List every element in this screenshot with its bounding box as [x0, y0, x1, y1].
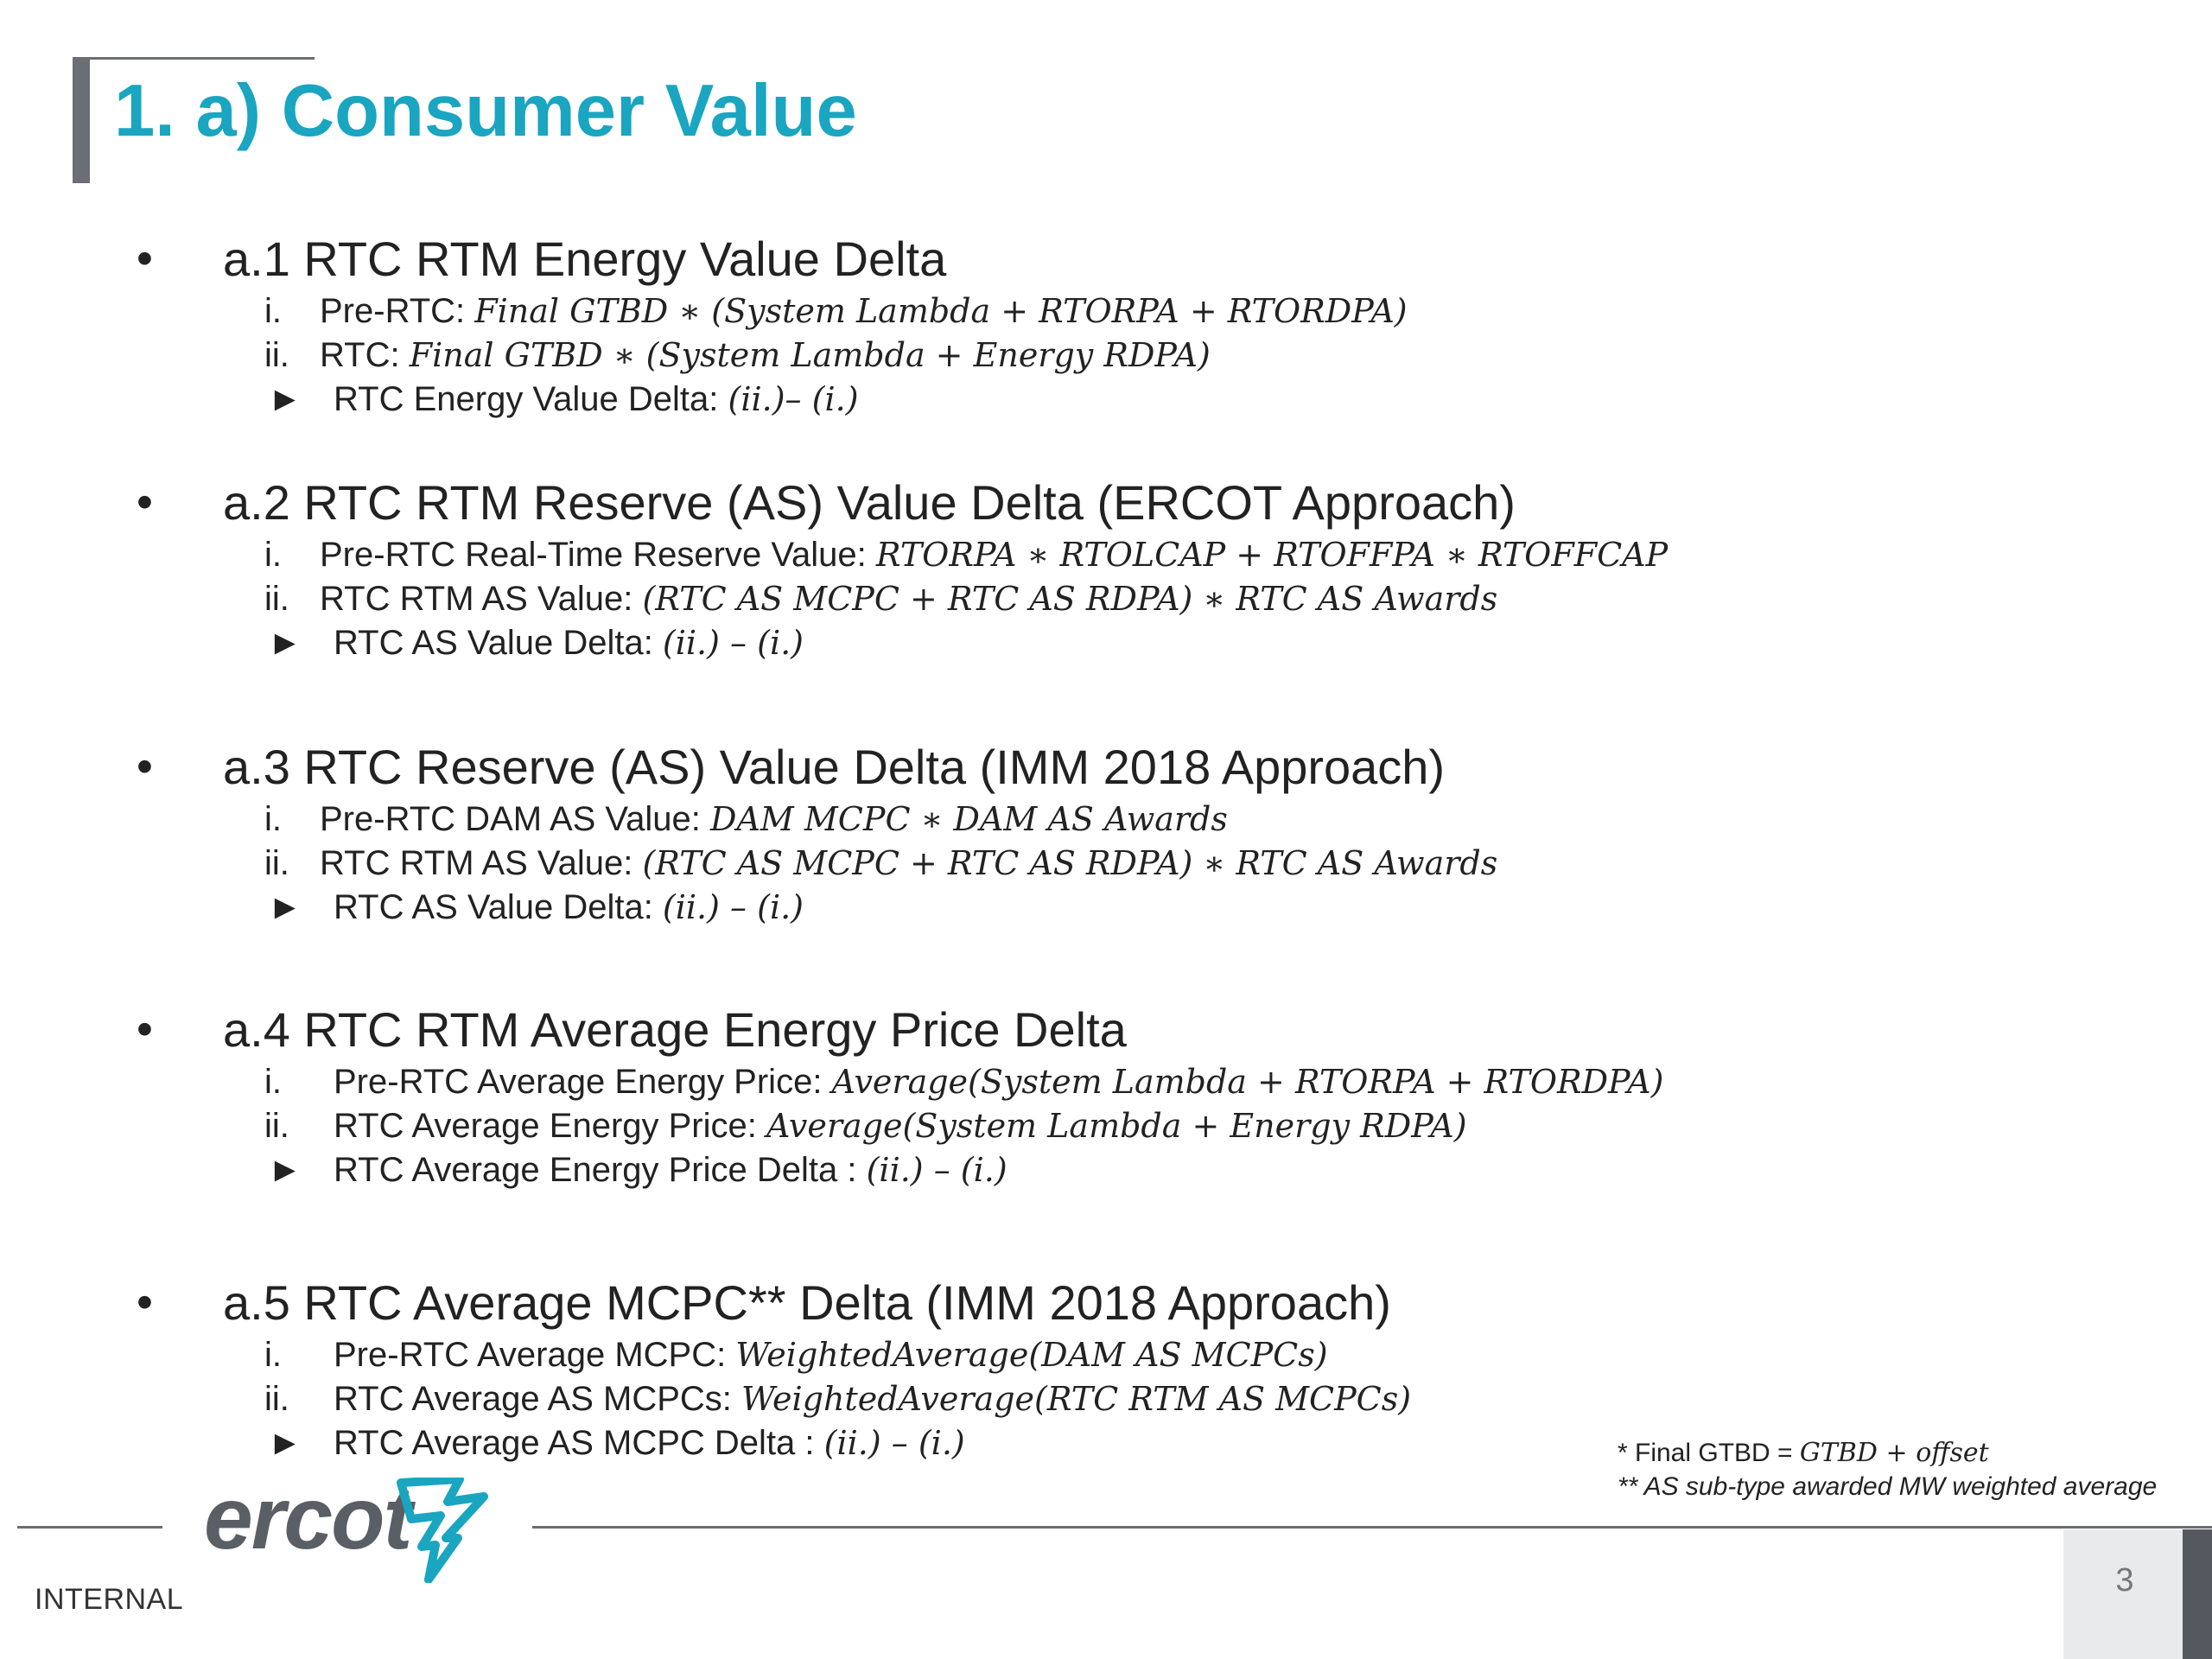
item-label: RTC RTM AS Value: [320, 844, 643, 882]
formula: Average(System Lambda + RTORPA + RTORDPA… [831, 1063, 1664, 1101]
formula: RTORPA ∗ RTOLCAP + RTOFFPA ∗ RTOFFCAP [875, 536, 1669, 574]
formula-item: Pre-RTC Real-Time Reserve Value: RTORPA … [320, 537, 1668, 572]
item-label: Pre-RTC Average MCPC: [334, 1336, 736, 1374]
item-label: RTC Average Energy Price: [334, 1107, 766, 1145]
formula: (ii.) – (i.) [823, 1424, 965, 1462]
section-heading: a.3 RTC Reserve (AS) Value Delta (IMM 20… [223, 740, 1446, 794]
arrow-marker: ► [268, 624, 302, 662]
footnotes: * Final GTBD = GTBD + offset ** AS sub-t… [1618, 1438, 2157, 1507]
footnote-formula: GTBD + offset [1799, 1438, 1989, 1468]
footnote-final-gtbd: * Final GTBD = GTBD + offset [1618, 1438, 2157, 1472]
classification-label: INTERNAL [35, 1583, 184, 1616]
page-title: 1. a) Consumer Value [114, 70, 857, 152]
section-bullet: • [137, 1003, 153, 1055]
section-heading: a.1 RTC RTM Energy Value Delta [223, 232, 947, 286]
formula-item: Pre-RTC: Final GTBD ∗ (System Lambda + R… [320, 294, 1408, 328]
formula: DAM MCPC ∗ DAM AS Awards [710, 800, 1228, 838]
formula: (RTC AS MCPC + RTC AS RDPA) ∗ RTC AS Awa… [642, 844, 1498, 882]
formula: (ii.)– (i.) [728, 380, 859, 418]
formula-item: RTC RTM AS Value: (RTC AS MCPC + RTC AS … [320, 846, 1497, 880]
title-accent-rule [90, 57, 315, 60]
ercot-logo: ercot [204, 1474, 489, 1586]
page-edge-bar [2183, 1529, 2212, 1659]
item-label: RTC RTM AS Value: [320, 580, 643, 618]
formula: WeightedAverage(RTC RTM AS MCPCs) [741, 1380, 1412, 1418]
formula: Final GTBD ∗ (System Lambda + Energy RDP… [409, 336, 1211, 374]
logo-wordmark: ercot [204, 1469, 412, 1567]
page-number-box: 3 [2063, 1529, 2186, 1659]
item-label: RTC Average AS MCPC Delta : [334, 1424, 824, 1462]
formula-item: Pre-RTC Average Energy Price: Average(Sy… [334, 1065, 1663, 1099]
item-marker: i. [264, 292, 282, 330]
item-marker: i. [264, 800, 282, 838]
formula: (ii.) – (i.) [662, 624, 804, 662]
footer-rule-right [532, 1526, 2212, 1529]
footer-rule-left [17, 1526, 162, 1529]
formula-item: RTC AS Value Delta: (ii.) – (i.) [334, 890, 804, 925]
item-label: Pre-RTC Real-Time Reserve Value: [320, 536, 876, 574]
section-bullet: • [137, 476, 153, 528]
title-frame [73, 57, 315, 183]
item-marker: ii. [264, 336, 289, 374]
item-label: RTC AS Value Delta: [334, 624, 663, 662]
item-marker: ii. [264, 580, 289, 618]
formula-item: RTC Average AS MCPC Delta : (ii.) – (i.) [334, 1426, 965, 1460]
formula-item: RTC Average AS MCPCs: WeightedAverage(RT… [334, 1382, 1411, 1416]
item-label: RTC Energy Value Delta: [334, 380, 728, 418]
lightning-bolt-icon [397, 1478, 488, 1583]
item-label: RTC Average Energy Price Delta : [334, 1151, 867, 1189]
item-label: Pre-RTC DAM AS Value: [320, 800, 710, 838]
formula-item: RTC AS Value Delta: (ii.) – (i.) [334, 626, 804, 660]
page-number: 3 [2115, 1562, 2134, 1599]
formula: Final GTBD ∗ (System Lambda + RTORPA + R… [474, 292, 1408, 330]
item-marker: i. [264, 1336, 282, 1374]
item-marker: i. [264, 1063, 282, 1101]
footnote-label: * Final GTBD = [1618, 1439, 1800, 1467]
item-label: Pre-RTC: [320, 292, 475, 330]
formula: (RTC AS MCPC + RTC AS RDPA) ∗ RTC AS Awa… [642, 580, 1498, 618]
item-marker: ii. [264, 1107, 289, 1145]
item-label: RTC AS Value Delta: [334, 888, 663, 926]
arrow-marker: ► [268, 888, 302, 926]
formula-item: RTC Average Energy Price Delta : (ii.) –… [334, 1153, 1007, 1187]
section-heading: a.4 RTC RTM Average Energy Price Delta [223, 1002, 1127, 1057]
section-heading: a.2 RTC RTM Reserve (AS) Value Delta (ER… [223, 475, 1516, 530]
arrow-marker: ► [268, 1151, 302, 1189]
item-label: RTC: [320, 336, 410, 374]
section-bullet: • [137, 741, 153, 792]
arrow-marker: ► [268, 1424, 302, 1462]
formula: Average(System Lambda + Energy RDPA) [766, 1107, 1467, 1145]
footnote-weighted-average: ** AS sub-type awarded MW weighted avera… [1618, 1472, 2158, 1501]
section-heading: a.5 RTC Average MCPC** Delta (IMM 2018 A… [223, 1275, 1391, 1330]
section-bullet: • [137, 232, 153, 284]
formula-item: Pre-RTC DAM AS Value: DAM MCPC ∗ DAM AS … [320, 802, 1228, 836]
formula: (ii.) – (i.) [662, 888, 804, 926]
formula-item: RTC: Final GTBD ∗ (System Lambda + Energ… [320, 338, 1211, 372]
item-marker: ii. [264, 844, 289, 882]
formula-item: RTC Average Energy Price: Average(System… [334, 1109, 1467, 1143]
formula-item: Pre-RTC Average MCPC: WeightedAverage(DA… [334, 1338, 1328, 1372]
formula-item: RTC Energy Value Delta: (ii.)– (i.) [334, 382, 859, 416]
arrow-marker: ► [268, 380, 302, 418]
item-marker: ii. [264, 1380, 289, 1418]
item-label: Pre-RTC Average Energy Price: [334, 1063, 832, 1101]
formula: (ii.) – (i.) [866, 1151, 1007, 1189]
section-bullet: • [137, 1276, 153, 1328]
title-accent-bar [73, 57, 90, 183]
item-label: RTC Average AS MCPCs: [334, 1380, 742, 1418]
item-marker: i. [264, 536, 282, 574]
formula: WeightedAverage(DAM AS MCPCs) [735, 1336, 1328, 1374]
formula-item: RTC RTM AS Value: (RTC AS MCPC + RTC AS … [320, 582, 1497, 616]
